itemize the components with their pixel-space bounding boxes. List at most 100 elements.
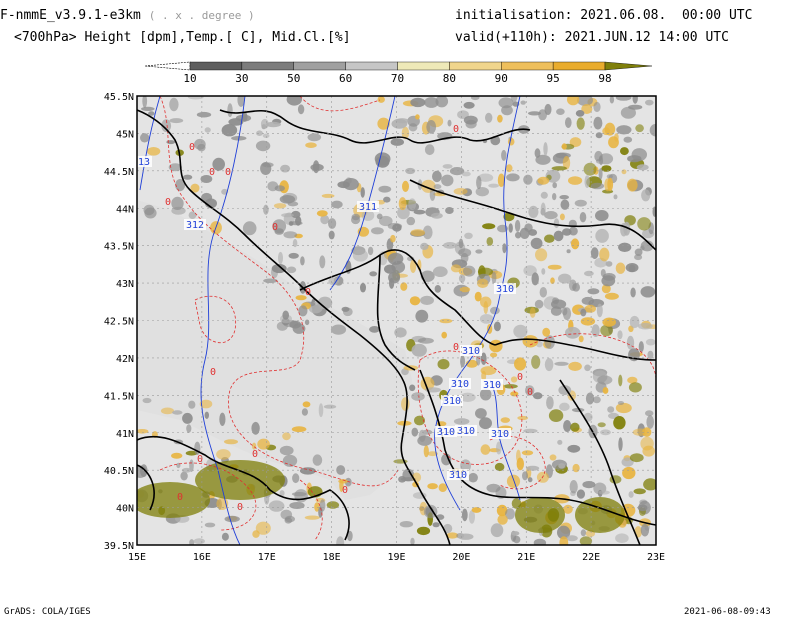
colorbar-segment bbox=[449, 61, 502, 71]
cloud-cell bbox=[614, 133, 619, 142]
temperature-contour-label: 0 bbox=[272, 222, 278, 233]
cloud-cell bbox=[441, 174, 454, 187]
cloud-cell bbox=[581, 104, 593, 114]
colorbar: 10 30 50 60 70 80 90 95 98 bbox=[144, 61, 653, 85]
cloud-cell bbox=[411, 427, 419, 437]
cloud-cell bbox=[406, 216, 416, 226]
height-contour-label: 313 bbox=[132, 157, 150, 168]
cloud-cell bbox=[399, 521, 414, 528]
longitude-tick-label: 15E bbox=[128, 552, 146, 563]
cloud-cell bbox=[212, 157, 225, 171]
cloud-cell bbox=[514, 219, 521, 232]
cloud-cell bbox=[318, 403, 324, 418]
cloud-cell bbox=[260, 118, 269, 129]
cloud-cell bbox=[632, 96, 638, 104]
cloud-cell bbox=[377, 117, 390, 130]
longitude-tick-label: 22E bbox=[582, 552, 600, 563]
cloud-cell bbox=[592, 396, 601, 404]
cloud-cell bbox=[629, 315, 640, 329]
cloud-cell bbox=[595, 132, 603, 139]
cloud-cell bbox=[457, 110, 469, 119]
cloud-cell bbox=[367, 246, 374, 256]
cloud-cell bbox=[550, 306, 562, 316]
cloud-cell bbox=[405, 167, 416, 175]
cloud-cell bbox=[289, 502, 305, 509]
colorbar-segment bbox=[501, 61, 554, 71]
cloud-cell bbox=[465, 119, 477, 129]
cloud-cell bbox=[559, 213, 565, 221]
cloud-cell bbox=[510, 96, 518, 103]
cloud-cell bbox=[538, 109, 547, 121]
cloud-cell bbox=[558, 463, 566, 469]
cloud-cell bbox=[282, 310, 290, 320]
cloud-cell bbox=[146, 147, 161, 156]
cloud-cell bbox=[563, 420, 572, 432]
temperature-contour-label: 0 bbox=[342, 485, 348, 496]
cloud-cell bbox=[434, 285, 441, 293]
cloud-cell bbox=[620, 147, 629, 156]
cloud-cell bbox=[148, 111, 155, 116]
cloud-cell bbox=[342, 307, 353, 317]
cloud-cell bbox=[442, 164, 453, 169]
cloud-cell bbox=[497, 514, 508, 525]
cloud-cell bbox=[204, 411, 209, 419]
cloud-cell bbox=[432, 522, 440, 528]
cloud-cell bbox=[262, 133, 270, 138]
cloud-cell bbox=[301, 408, 308, 416]
cloud-cell bbox=[622, 466, 636, 480]
initialisation-line: initialisation: 2021.06.08. 00:00 UTC bbox=[455, 9, 752, 23]
latitude-tick-label: 41N bbox=[116, 429, 134, 440]
cloud-cell bbox=[408, 123, 418, 132]
cloud-cell bbox=[282, 432, 291, 441]
cloud-cell bbox=[491, 271, 497, 284]
colorbar-label: 70 bbox=[391, 72, 404, 85]
cloud-cell bbox=[199, 399, 213, 409]
cloud-cell bbox=[252, 530, 260, 538]
cloud-cell bbox=[420, 270, 435, 282]
cloud-cell bbox=[395, 118, 409, 124]
cloud-cell bbox=[638, 341, 644, 353]
latitude-tick-label: 39.5N bbox=[104, 541, 134, 552]
cloud-cell bbox=[489, 339, 503, 353]
cloud-cell bbox=[188, 400, 196, 409]
cloud-cell bbox=[645, 410, 654, 417]
height-label-bg bbox=[494, 283, 516, 294]
cloud-cell bbox=[559, 536, 569, 545]
height-label-bg bbox=[455, 425, 477, 436]
cloud-cell bbox=[566, 535, 578, 542]
cloud-cell bbox=[534, 148, 541, 158]
cloud-cell bbox=[351, 213, 360, 221]
cloud-cell bbox=[580, 317, 596, 326]
cloud-cell bbox=[553, 218, 560, 229]
cloud-cell bbox=[401, 397, 410, 411]
cloud-cell bbox=[575, 110, 585, 117]
colorbar-label: 95 bbox=[547, 72, 560, 85]
cloud-cell bbox=[427, 483, 438, 490]
cloud-cell bbox=[286, 96, 302, 106]
cloud-cell bbox=[339, 479, 344, 493]
longitude-tick-label: 21E bbox=[517, 552, 535, 563]
cloud-cell bbox=[445, 207, 454, 214]
cloud-cell bbox=[479, 388, 492, 401]
cloud-cell bbox=[591, 324, 600, 337]
cloud-cell bbox=[641, 189, 651, 202]
latitude-tick-label: 44.5N bbox=[104, 167, 134, 178]
cloud-cell bbox=[328, 218, 337, 229]
cloud-cell bbox=[463, 265, 476, 277]
cloud-cell bbox=[616, 125, 632, 135]
cloud-cell bbox=[637, 217, 651, 231]
cloud-cell bbox=[579, 536, 593, 545]
longitude-tick-label: 20E bbox=[452, 552, 470, 563]
cloud-cell bbox=[571, 238, 580, 250]
cloud-cell bbox=[575, 497, 625, 533]
cloud-cell bbox=[572, 283, 580, 292]
cloud-cell bbox=[528, 111, 541, 116]
cloud-cell bbox=[141, 106, 155, 111]
cloud-cell bbox=[541, 268, 546, 275]
height-label-bg bbox=[460, 345, 482, 356]
cloud-cell bbox=[618, 242, 632, 252]
cloud-cell bbox=[426, 120, 437, 134]
cloud-cell bbox=[420, 242, 429, 250]
cloud-cell bbox=[563, 504, 573, 514]
cloud-cell bbox=[528, 229, 538, 236]
